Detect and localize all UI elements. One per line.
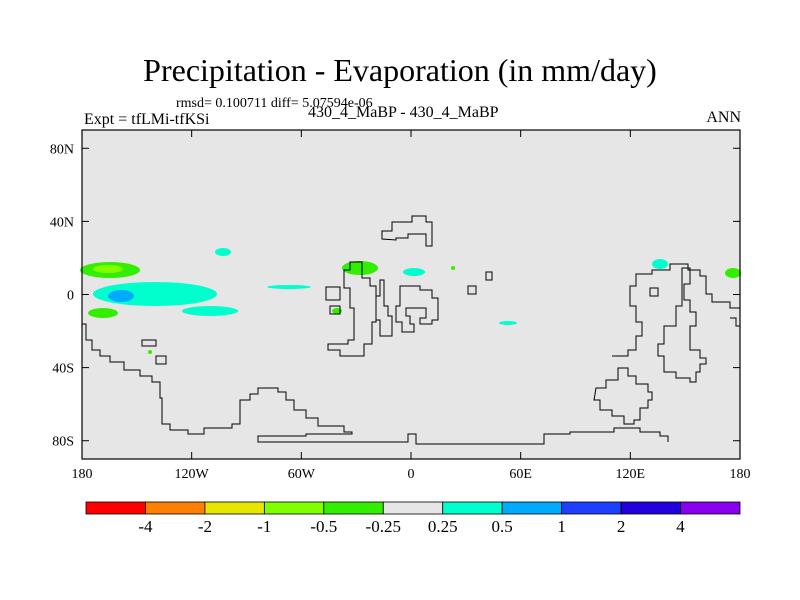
- coastline-central-atlantic: [375, 279, 393, 337]
- stats-label: rmsd= 0.100711 diff= 5.07594e-06: [176, 96, 373, 111]
- anomaly-cyan-small-2: [267, 285, 311, 289]
- x-tick-label: 120W: [175, 467, 210, 482]
- anomaly-blue-core: [108, 290, 134, 302]
- x-tick-label: 180: [72, 467, 93, 482]
- colorbar-swatch: [85, 501, 146, 515]
- coastline-north-america: [327, 261, 377, 357]
- colorbar-label: 2: [617, 517, 626, 536]
- x-tick-label: 0: [408, 467, 415, 482]
- anomaly-green-atlantic: [342, 261, 378, 275]
- coastline-island-5: [141, 339, 157, 347]
- experiment-label: Expt = tfLMi-tfKSi: [84, 111, 210, 128]
- colorbar-label: -4: [138, 517, 153, 536]
- x-tick-label: 120E: [616, 467, 646, 482]
- anomaly-cyan-tail: [182, 306, 238, 316]
- coastline-island-1: [325, 286, 341, 301]
- coastline-europe: [381, 215, 433, 247]
- colorbar-swatch: [323, 501, 384, 515]
- coastline-east-edge: [730, 317, 740, 327]
- x-tick-label: 60W: [288, 467, 316, 482]
- anomaly-green-pacific-south: [88, 308, 118, 318]
- colorbar-swatch: [204, 501, 265, 515]
- anomaly-cyan-atlantic: [403, 268, 425, 276]
- coastline-africa: [395, 285, 439, 333]
- colorbar-swatch: [561, 501, 622, 515]
- y-tick-label: 40N: [50, 215, 74, 230]
- y-tick-label: 80S: [52, 435, 74, 450]
- coastline-island-4: [485, 271, 493, 281]
- colorbar-label: -2: [198, 517, 212, 536]
- colorbar: -4 -2 -1 -0.5 -0.25 0.25 0.5 1 2 4: [85, 501, 741, 536]
- coastline-island-2: [329, 305, 341, 315]
- season-label: ANN: [706, 109, 741, 126]
- x-tick-label: 60E: [509, 467, 532, 482]
- anomaly-green-small-2: [451, 266, 455, 270]
- y-tick-label: 80N: [50, 142, 74, 157]
- anomaly-yellowgreen-pacific-north: [93, 265, 123, 273]
- anomaly-green-small-3: [148, 350, 152, 354]
- colorbar-label: -0.5: [310, 517, 337, 536]
- coastline-asia-mainland: [612, 263, 740, 357]
- coastlines: [82, 215, 740, 445]
- colorbar-swatch: [382, 501, 444, 515]
- colorbar-label: -1: [257, 517, 271, 536]
- colorbar-swatch: [680, 501, 741, 515]
- coastline-island-7: [649, 287, 659, 297]
- colorbar-label: -0.25: [366, 517, 401, 536]
- colorbar-label: 0.25: [428, 517, 458, 536]
- coastline-australia-asia: [593, 367, 653, 425]
- anomaly-cyan-westpac: [652, 259, 668, 269]
- coastline-island-6: [155, 355, 167, 365]
- case-label: 430_4_MaBP - 430_4_MaBP: [308, 104, 499, 121]
- colorbar-swatch: [501, 501, 563, 515]
- colorbar-swatch: [263, 501, 325, 515]
- coastline-south-pacific: [82, 323, 669, 445]
- colorbar-swatch: [620, 501, 681, 515]
- coastline-maritime-continent: [657, 267, 707, 383]
- colorbar-label: 1: [557, 517, 566, 536]
- x-axis: 180 120W 60W 0 60E 120E 180: [72, 130, 751, 482]
- anomaly-regions: [80, 248, 741, 354]
- x-tick-label: 180: [730, 467, 751, 482]
- coastline-island-3: [467, 285, 477, 295]
- anomaly-green-westpac: [725, 268, 741, 278]
- colorbar-label: 0.5: [492, 517, 513, 536]
- y-tick-label: 0: [67, 289, 74, 304]
- y-axis: 80N 40N 0 40S 80S: [50, 142, 740, 450]
- colorbar-swatch: [145, 501, 206, 515]
- anomaly-cyan-small-1: [215, 248, 231, 256]
- colorbar-swatch: [442, 501, 503, 515]
- y-tick-label: 40S: [52, 362, 74, 377]
- plot-title: Precipitation - Evaporation (in mm/day): [143, 52, 657, 88]
- colorbar-label: 4: [676, 517, 685, 536]
- anomaly-cyan-indian: [499, 321, 517, 325]
